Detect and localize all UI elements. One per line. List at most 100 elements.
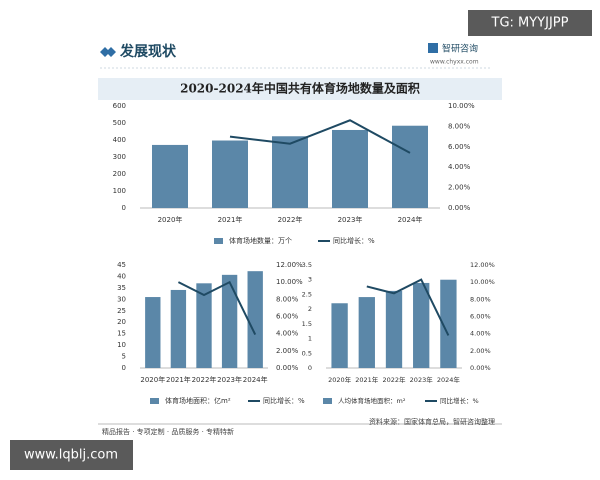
legend-label: 同比增长：% <box>440 396 479 405</box>
tag-box <box>468 10 592 36</box>
y-tick-label: 2.5 <box>302 290 312 298</box>
y2-tick-label: 6.00% <box>448 143 471 151</box>
x-tick-label: 2024年 <box>398 215 423 224</box>
y-tick-label: 2 <box>308 305 312 313</box>
brand-url: www.chyxx.com <box>430 59 479 66</box>
y-tick-label: 15 <box>117 330 126 338</box>
x-tick-label: 2021年 <box>218 215 243 224</box>
y-tick-label: 600 <box>113 102 126 110</box>
footer-slogan: 精品报告 · 专项定制 · 品质服务 · 专精特新 <box>102 427 234 436</box>
legend-label: 体育场地面积：亿m² <box>165 396 231 405</box>
x-tick-label: 2021年 <box>355 375 379 384</box>
y-tick-label: 300 <box>113 153 126 161</box>
y2-tick-label: 2.00% <box>276 347 299 355</box>
x-tick-label: 2024年 <box>243 375 268 384</box>
header-title: 发展现状 <box>119 43 177 60</box>
x-tick-label: 2020年 <box>158 215 183 224</box>
x-tick-label: 2024年 <box>437 375 461 384</box>
chart-title: 2020-2024年中国共有体育场地数量及面积 <box>180 81 420 96</box>
y-tick-label: 1 <box>308 335 312 343</box>
y-tick-label: 0 <box>122 204 126 212</box>
y2-tick-label: 4.00% <box>276 330 299 338</box>
x-tick-label: 2022年 <box>192 375 217 384</box>
x-tick-label: 2023年 <box>338 215 363 224</box>
y2-tick-label: 0.00% <box>448 204 471 212</box>
y2-tick-label: 2.00% <box>448 184 471 192</box>
legend-label: 体育场地数量：万个 <box>229 236 292 245</box>
y-tick-label: 35 <box>117 284 126 292</box>
bar <box>413 282 430 368</box>
bar <box>332 129 368 208</box>
y2-tick-label: 4.00% <box>470 330 491 338</box>
y-tick-label: 30 <box>117 295 126 303</box>
legend-label: 同比增长：% <box>333 236 375 245</box>
y2-tick-label: 12.00% <box>470 261 495 269</box>
brand-logo <box>428 43 438 53</box>
y-tick-label: 40 <box>117 272 126 280</box>
title-band <box>98 78 502 100</box>
line <box>177 280 257 335</box>
header-icon <box>100 47 116 57</box>
bar <box>440 279 457 368</box>
y2-tick-label: 2.00% <box>470 347 491 355</box>
y2-tick-label: 12.00% <box>276 261 303 269</box>
bar <box>170 289 187 368</box>
footer-source: 资料来源：国家体育总局，智研咨询整理 <box>369 417 495 426</box>
y2-tick-label: 6.00% <box>276 313 299 321</box>
brand: 智研咨询 <box>442 43 478 55</box>
y2-tick-label: 6.00% <box>470 313 491 321</box>
bar <box>272 136 308 208</box>
tag: TG: MYYJJPP <box>491 16 569 31</box>
y-tick-label: 0 <box>308 364 312 372</box>
legend-swatch <box>323 398 332 404</box>
y2-tick-label: 0.00% <box>276 364 299 372</box>
bar <box>385 290 403 368</box>
y2-tick-label: 8.00% <box>448 122 471 130</box>
y-tick-label: 400 <box>113 136 126 144</box>
x-tick-label: 2020年 <box>328 375 352 384</box>
bar <box>247 271 263 368</box>
y-tick-label: 3.5 <box>302 261 312 269</box>
y2-tick-label: 8.00% <box>470 295 491 303</box>
x-tick-label: 2022年 <box>382 375 406 384</box>
y-tick-label: 100 <box>113 187 126 195</box>
bar <box>145 297 161 368</box>
legend-swatch <box>150 398 159 404</box>
y2-tick-label: 10.00% <box>470 278 495 286</box>
y-tick-label: 0.5 <box>302 349 312 357</box>
y-tick-label: 500 <box>113 119 126 127</box>
bar <box>221 274 238 368</box>
legend-swatch <box>214 238 223 244</box>
y-tick-label: 0 <box>122 364 126 372</box>
x-tick-label: 2022年 <box>278 215 303 224</box>
site: www.lqblj.com <box>24 448 118 463</box>
y2-tick-label: 10.00% <box>276 278 303 286</box>
y-tick-label: 1.5 <box>302 320 312 328</box>
legend-label: 人均体育场地面积：m² <box>338 396 406 405</box>
bar <box>358 297 375 368</box>
bar <box>331 303 348 368</box>
y-tick-label: 200 <box>113 170 126 178</box>
y-tick-label: 5 <box>122 353 126 361</box>
line <box>229 119 411 154</box>
y-tick-label: 25 <box>117 307 126 315</box>
y-tick-label: 3 <box>308 276 312 284</box>
x-tick-label: 2023年 <box>410 375 434 384</box>
y-tick-label: 20 <box>117 318 126 326</box>
x-tick-label: 2021年 <box>166 375 191 384</box>
line <box>366 278 450 336</box>
y2-tick-label: 0.00% <box>470 364 491 372</box>
y-tick-label: 45 <box>117 261 126 269</box>
bar <box>152 144 188 208</box>
site-box <box>10 440 133 470</box>
y2-tick-label: 10.00% <box>448 102 475 110</box>
bar <box>196 283 212 368</box>
x-tick-label: 2023年 <box>217 375 242 384</box>
y2-tick-label: 8.00% <box>276 295 299 303</box>
x-tick-label: 2020年 <box>140 375 165 384</box>
legend-label: 同比增长：% <box>263 396 305 405</box>
y2-tick-label: 4.00% <box>448 163 471 171</box>
y-tick-label: 10 <box>117 341 126 349</box>
